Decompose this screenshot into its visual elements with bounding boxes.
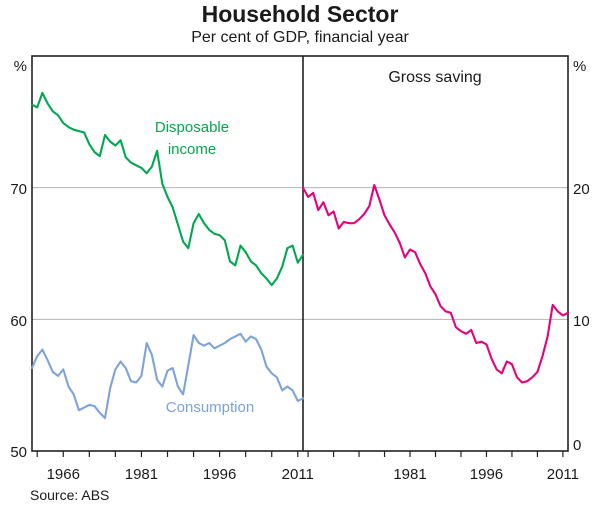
right-axis-tick-10: 10 <box>573 313 590 330</box>
chart-subtitle: Per cent of GDP, financial year <box>191 29 409 46</box>
right-axis-tick-0: 0 <box>573 437 582 454</box>
disposable-income-label-line1: Disposable <box>154 119 230 136</box>
x-axis-year-label: 2011 <box>546 466 580 483</box>
disposable-income-label: Disposable income <box>132 117 252 161</box>
series-line-consumption <box>30 332 305 420</box>
disposable-income-label-line2: income <box>167 141 217 158</box>
right-axis-unit: % <box>573 58 587 75</box>
left-axis-unit: % <box>13 58 27 75</box>
series-line-gross-saving <box>301 183 570 384</box>
left-axis-tick-50: 50 <box>10 444 27 461</box>
left-axis-tick-60: 60 <box>10 313 27 330</box>
x-axis-year-label: 1966 <box>46 466 80 483</box>
x-axis-year-label: 1981 <box>393 466 427 483</box>
x-axis-year-label: 1996 <box>469 466 504 483</box>
series-line-disposable-income <box>30 91 305 287</box>
left-axis-tick-70: 70 <box>10 181 27 198</box>
x-axis-year-label: 1996 <box>202 466 237 483</box>
consumption-label: Consumption <box>165 399 255 416</box>
plot-frame <box>31 55 569 452</box>
chart-title: Household Sector <box>201 1 399 27</box>
x-axis-year-label: 1981 <box>124 466 159 483</box>
source-note: Source: ABS <box>30 487 110 503</box>
right-axis-tick-20: 20 <box>573 181 590 198</box>
gross-saving-label: Gross saving <box>388 69 482 86</box>
x-axis-year-label: 2011 <box>281 466 314 483</box>
